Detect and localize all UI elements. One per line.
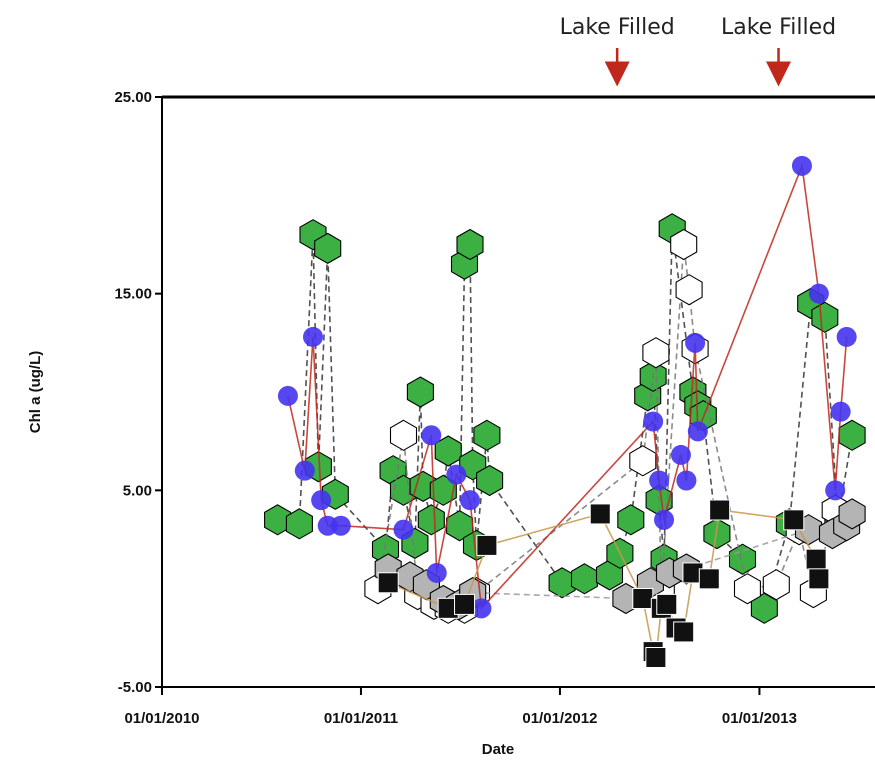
plot-frame	[161, 95, 875, 688]
data-point-3-17	[685, 332, 706, 353]
data-point-3-6	[393, 519, 414, 540]
data-point-3-13	[649, 470, 670, 491]
data-point-4-7	[645, 647, 667, 668]
series-layer	[264, 155, 866, 668]
data-point-1-14	[762, 569, 790, 601]
y-axis-title: Chl a (ug/L)	[27, 351, 44, 434]
data-point-3-14	[654, 509, 675, 530]
axes-layer: 25.00 15.00 5.00 -5.00 01/01/2010 01/01/2011 0…	[114, 89, 797, 727]
data-point-1-8	[642, 337, 670, 369]
data-point-3-21	[825, 480, 846, 501]
annotation-label-0: Lake Filled	[560, 15, 675, 40]
data-point-0-36	[728, 543, 757, 575]
data-point-0-35	[703, 517, 731, 550]
data-point-3-23	[836, 326, 857, 347]
x-tick-label-2: 01/01/2012	[522, 710, 597, 727]
data-point-0-12	[417, 504, 445, 536]
data-point-3-18	[687, 421, 708, 442]
data-point-0-0	[264, 504, 292, 536]
annotation-label-1: Lake Filled	[721, 15, 836, 40]
data-point-0-4	[314, 232, 342, 265]
data-point-4-4	[589, 503, 611, 525]
data-point-4-11	[673, 621, 695, 643]
series-3	[277, 155, 857, 619]
annotations: Lake Filled Lake Filled	[560, 15, 836, 87]
data-point-3-20	[808, 283, 829, 304]
data-point-3-15	[670, 444, 691, 465]
y-tick-label-1: 15.00	[114, 286, 152, 303]
data-point-4-17	[808, 568, 830, 590]
data-point-4-5	[632, 588, 654, 609]
data-point-0-40	[811, 301, 839, 333]
data-point-1-1	[389, 419, 418, 451]
x-tick-label-1: 01/01/2011	[324, 710, 398, 727]
series-0	[264, 213, 866, 624]
data-point-3-7	[421, 425, 442, 446]
y-tick-label-2: 5.00	[123, 482, 152, 499]
y-tick-label-0: 25.00	[114, 89, 152, 106]
data-point-1-11	[675, 274, 703, 306]
data-point-1-13	[733, 573, 761, 605]
data-point-4-0	[377, 572, 399, 594]
data-point-3-22	[830, 401, 851, 422]
data-point-3-10	[459, 490, 480, 511]
x-tick-label-3: 01/01/2013	[722, 710, 797, 727]
data-point-1-10	[670, 228, 698, 261]
data-point-3-2	[302, 326, 323, 347]
y-tick-label-3: -5.00	[118, 679, 152, 696]
data-point-4-9	[656, 593, 678, 615]
data-point-4-3	[476, 534, 498, 556]
data-point-3-0	[277, 385, 298, 406]
data-point-3-11	[471, 598, 492, 619]
data-point-4-14	[709, 499, 731, 521]
data-point-3-5	[330, 515, 351, 536]
data-point-0-10	[406, 376, 434, 408]
data-point-4-15	[783, 509, 805, 531]
x-tick-label-0: 01/01/2010	[124, 710, 199, 727]
x-axis-title: Date	[482, 741, 515, 758]
data-point-2-13	[838, 498, 866, 530]
data-point-3-8	[426, 562, 447, 583]
data-point-4-2	[454, 593, 476, 615]
data-point-0-21	[476, 464, 504, 497]
data-point-4-16	[805, 548, 827, 570]
series-3-line	[287, 162, 848, 611]
data-point-3-1	[294, 460, 315, 481]
data-point-1-7	[629, 445, 657, 477]
data-point-3-3	[311, 490, 332, 511]
data-point-3-19	[791, 155, 812, 176]
data-point-0-17	[456, 228, 484, 261]
data-point-0-1	[285, 508, 313, 540]
data-point-0-42	[838, 419, 866, 451]
data-point-3-12	[643, 411, 664, 432]
data-point-3-16	[676, 470, 697, 491]
data-point-3-9	[446, 464, 467, 485]
data-point-4-13	[698, 568, 720, 590]
series-0-line	[277, 228, 853, 611]
series-4	[377, 499, 830, 668]
data-point-0-20	[473, 419, 501, 451]
data-point-0-26	[617, 504, 645, 536]
